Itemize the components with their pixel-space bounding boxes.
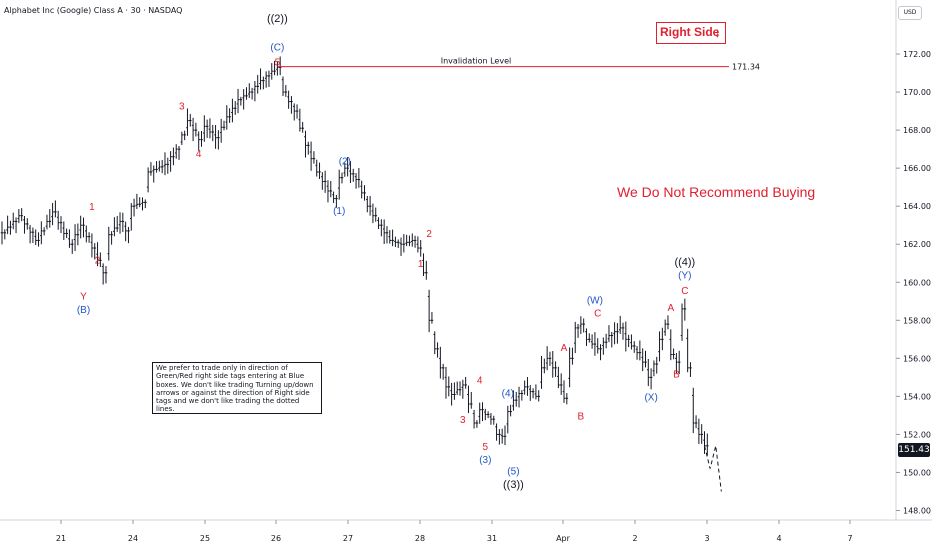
x-tick-label: 25 <box>200 534 210 543</box>
wave-label: 2 <box>426 229 432 240</box>
wave-label: ((3)) <box>503 479 524 491</box>
y-tick-label: 160.00 <box>903 278 931 287</box>
wave-label: (C) <box>270 42 284 53</box>
wave-label: A <box>667 303 674 314</box>
wave-label: ((4)) <box>674 256 695 268</box>
invalidation-value: 171.34 <box>732 63 760 72</box>
wave-label: (Y) <box>678 271 691 282</box>
wave-label: C <box>594 309 601 320</box>
wave-label: 1 <box>418 259 424 270</box>
x-tick-label: 27 <box>343 534 353 543</box>
wave-label: B <box>578 411 585 422</box>
arrow-down-icon: ↓ <box>714 24 721 40</box>
x-tick-label: 21 <box>56 534 66 543</box>
y-tick-label: 172.00 <box>903 50 931 59</box>
wave-labels: ((2)) (C) 5 3 4 1 2 Y (B) (2) (1) 2 1 4 3 5 (3) (4) (5)((3… <box>77 13 695 491</box>
time-axis: 21 24 25 26 27 28 31 Apr 2 3 4 7 <box>56 520 853 543</box>
wave-label: B <box>673 370 680 381</box>
invalidation-label: Invalidation Level <box>441 57 511 66</box>
y-tick-label: 150.00 <box>903 468 931 477</box>
y-tick-label: 164.00 <box>903 202 931 211</box>
wave-label: ((2)) <box>267 13 288 25</box>
price-axis: 172.00 170.00 168.00 166.00 164.00 162.00 160.… <box>896 50 931 515</box>
last-price-badge: 151.43 <box>898 443 930 457</box>
x-tick-label: 28 <box>415 534 425 543</box>
x-tick-label: 3 <box>704 534 709 543</box>
x-tick-label: 31 <box>487 534 497 543</box>
wave-label: C <box>681 286 688 297</box>
x-tick-label: 24 <box>128 534 138 543</box>
wave-label: 1 <box>89 202 95 213</box>
trading-note: We prefer to trade only in direction of … <box>152 362 322 414</box>
wave-label: (B) <box>77 305 90 316</box>
wave-label: 4 <box>196 149 202 160</box>
x-tick-label: 26 <box>271 534 281 543</box>
x-tick-label: 2 <box>632 534 637 543</box>
right-side-label: Right Side <box>660 25 720 39</box>
wave-label: 4 <box>477 375 483 386</box>
price-bars <box>0 56 709 456</box>
y-tick-label: 156.00 <box>903 354 931 363</box>
wave-label: A <box>561 343 568 354</box>
y-tick-label: 166.00 <box>903 164 931 173</box>
wave-label: (3) <box>479 455 491 466</box>
y-tick-label: 162.00 <box>903 240 931 249</box>
invalidation-level: Invalidation Level 171.34 <box>277 57 760 72</box>
x-tick-label: Apr <box>556 534 571 543</box>
wave-label: (X) <box>644 392 657 403</box>
wave-label: 3 <box>179 101 185 112</box>
y-tick-label: 148.00 <box>903 506 931 515</box>
wave-label: 2 <box>95 255 101 266</box>
wave-label: (W) <box>587 295 603 306</box>
y-tick-label: 168.00 <box>903 126 931 135</box>
x-tick-label: 4 <box>776 534 781 543</box>
x-tick-label: 7 <box>847 534 852 543</box>
y-tick-label: 170.00 <box>903 88 931 97</box>
currency-button[interactable]: USD <box>898 6 922 20</box>
y-tick-label: 154.00 <box>903 392 931 401</box>
wave-label: (4) <box>502 389 514 400</box>
y-tick-label: 158.00 <box>903 316 931 325</box>
chart-title: Alphabet Inc (Google) Class A · 30 · NAS… <box>4 6 183 15</box>
y-tick-label: 152.00 <box>903 430 931 439</box>
wave-label: 5 <box>483 442 489 453</box>
advice-text: We Do Not Recommend Buying <box>617 184 816 200</box>
wave-label: Y <box>80 292 87 303</box>
wave-label: (1) <box>333 206 345 217</box>
projection-path <box>704 445 722 492</box>
projection-line <box>704 445 722 492</box>
right-side-tag: Right Side ↓ <box>656 22 726 44</box>
wave-label: 3 <box>460 415 466 426</box>
wave-label: (2) <box>339 157 351 168</box>
wave-label: 5 <box>275 58 281 69</box>
wave-label: (5) <box>507 467 519 478</box>
